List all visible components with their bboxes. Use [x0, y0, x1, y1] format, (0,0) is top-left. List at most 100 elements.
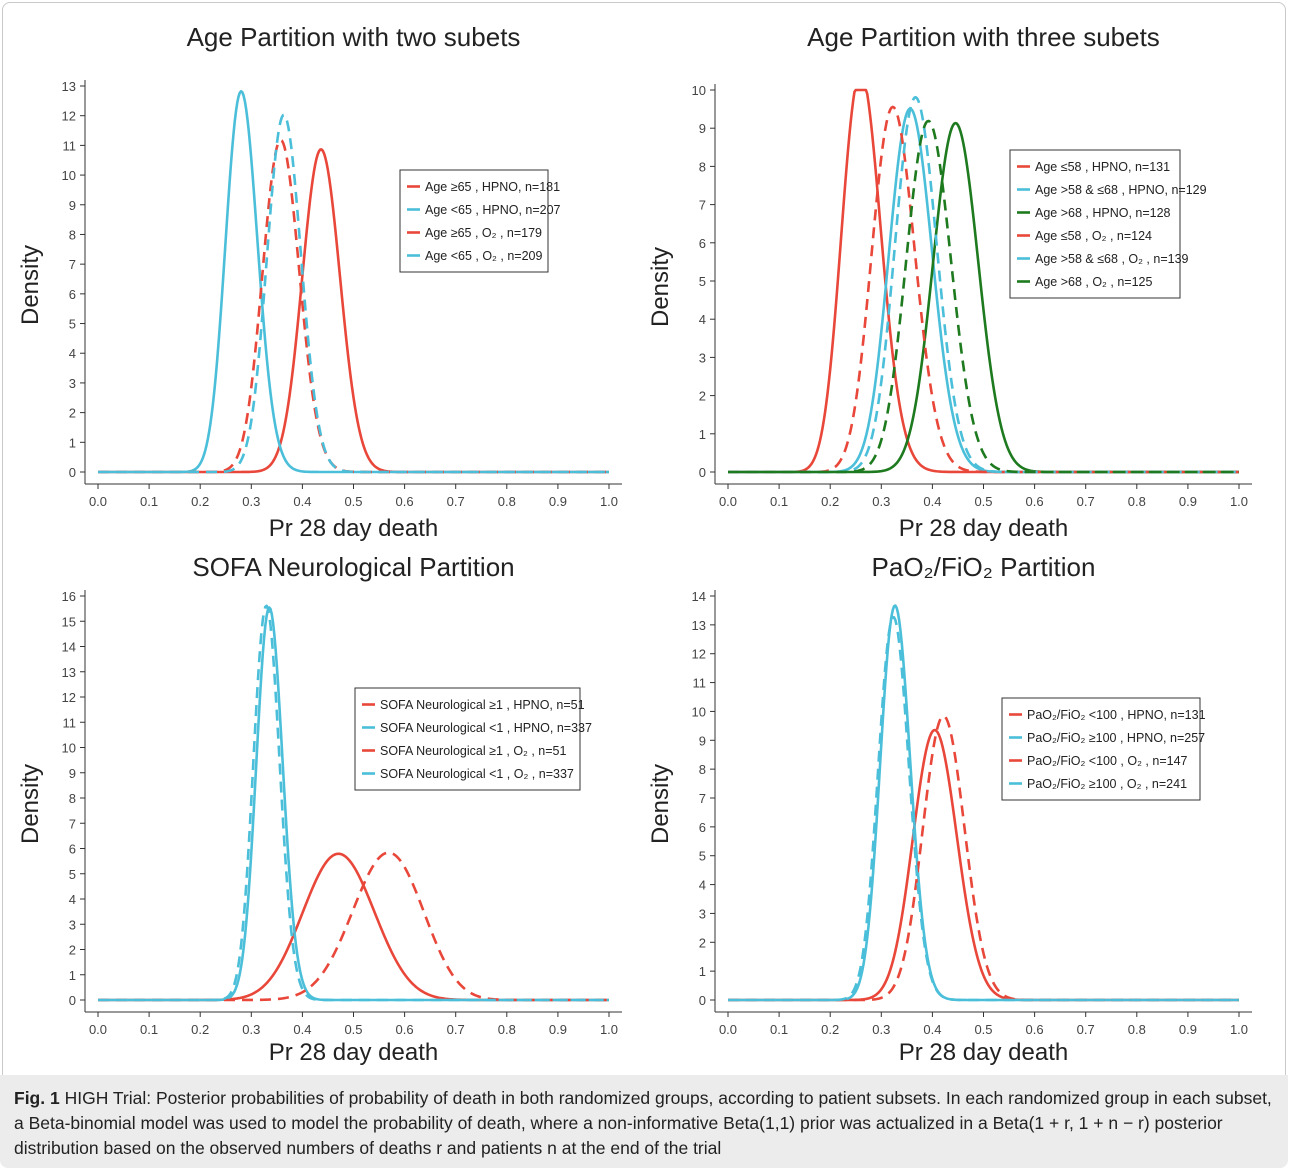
series-line-3	[97, 113, 610, 474]
legend-label: PaO₂/FiO₂ <100 , HPNO, n=131	[1027, 708, 1206, 722]
y-tick-label: 14	[62, 640, 76, 655]
x-tick-label: 1.0	[1230, 1022, 1248, 1037]
x-tick-label: 0.2	[191, 494, 209, 509]
y-tick-label: 13	[62, 79, 76, 94]
chart-title: PaO₂/FiO₂ Partition	[872, 552, 1096, 582]
y-tick-label: 13	[692, 618, 706, 633]
y-tick-label: 10	[692, 83, 706, 98]
series-line-3	[727, 105, 1240, 474]
legend-label: Age >58 & ≤68 , HPNO, n=129	[1035, 183, 1207, 197]
y-tick-label: 9	[69, 766, 76, 781]
y-tick-label: 11	[63, 715, 77, 730]
y-tick-label: 10	[62, 168, 76, 183]
chart-panel-sofa-neuro: SOFA Neurological Partition 0.0 0.1 0.2 0.3 0…	[10, 548, 650, 1073]
x-tick-label: 0.3	[242, 1022, 260, 1037]
chart-svg-sofa-neuro: SOFA Neurological Partition 0.0 0.1 0.2 0.3 0…	[17, 552, 622, 1066]
y-tick-label: 0	[69, 993, 76, 1008]
y-tick-label: 5	[699, 849, 706, 864]
chart-svg-age-three-subsets: Age Partition with three subets 0.0 0.1 0.2…	[647, 22, 1252, 542]
x-tick-label: 0.5	[974, 494, 992, 509]
y-tick-label: 8	[69, 227, 76, 242]
legend-label: SOFA Neurological ≥1 , O₂ , n=51	[380, 744, 567, 758]
y-tick-label: 4	[69, 346, 76, 361]
y-tick-label: 1	[69, 435, 76, 450]
y-axis-label: Density	[647, 247, 674, 327]
x-tick-label: 0.2	[821, 1022, 839, 1037]
x-tick-label: 0.1	[770, 494, 788, 509]
legend-box	[399, 169, 549, 273]
y-tick-label: 10	[62, 741, 76, 756]
y-tick-label: 3	[69, 917, 76, 932]
series-line-5	[727, 119, 1240, 474]
caption-text: HIGH Trial: Posterior probabilities of p…	[14, 1088, 1272, 1158]
y-tick-label: 13	[62, 665, 76, 680]
x-tick-label: 0.0	[89, 494, 107, 509]
series-line-1	[97, 606, 610, 1002]
x-axis-label: Pr 28 day death	[899, 1039, 1068, 1066]
x-tick-label: 0.3	[872, 1022, 890, 1037]
y-axis-label: Density	[17, 245, 44, 325]
chart-panel-age-three-subsets: Age Partition with three subets 0.0 0.1 0.2…	[640, 20, 1280, 565]
y-tick-label: 3	[699, 906, 706, 921]
series-line-1	[97, 89, 610, 474]
y-tick-label: 6	[699, 820, 706, 835]
x-tick-label: 0.1	[140, 1022, 158, 1037]
y-tick-label: 12	[62, 109, 76, 124]
y-tick-label: 6	[699, 236, 706, 251]
x-tick-label: 0.1	[770, 1022, 788, 1037]
y-tick-label: 0	[69, 465, 76, 480]
series-line-2	[97, 851, 610, 1002]
x-tick-label: 0.5	[344, 1022, 362, 1037]
chart-svg-age-two-subsets: Age Partition with two subets 0.0 0.1 0.2 0.…	[17, 22, 622, 542]
y-tick-label: 5	[69, 867, 76, 882]
x-tick-label: 0.6	[1026, 1022, 1044, 1037]
y-tick-label: 0	[699, 993, 706, 1008]
y-axis-label: Density	[17, 764, 44, 844]
x-tick-label: 0.3	[242, 494, 260, 509]
legend-label: Age ≥65 , HPNO, n=181	[425, 180, 560, 194]
y-tick-label: 8	[69, 791, 76, 806]
legend-label: Age ≤58 , HPNO, n=131	[1035, 160, 1170, 174]
figure-label: Fig. 1	[14, 1088, 60, 1108]
y-tick-label: 2	[69, 406, 76, 421]
y-tick-label: 1	[699, 427, 706, 442]
y-tick-label: 15	[62, 614, 76, 629]
x-tick-label: 0.9	[549, 1022, 567, 1037]
x-tick-label: 0.7	[1077, 1022, 1095, 1037]
y-tick-label: 8	[699, 762, 706, 777]
legend: SOFA Neurological ≥1 , HPNO, n=51 SOFA Ne…	[354, 687, 592, 791]
legend-label: PaO₂/FiO₂ <100 , O₂ , n=147	[1027, 754, 1188, 768]
legend-label: SOFA Neurological ≥1 , HPNO, n=51	[380, 698, 585, 712]
x-axis-label: Pr 28 day death	[269, 1039, 438, 1066]
y-tick-label: 9	[699, 121, 706, 136]
y-tick-label: 4	[69, 892, 76, 907]
legend-label: Age ≤58 , O₂ , n=124	[1035, 229, 1152, 243]
x-tick-label: 0.9	[1179, 494, 1197, 509]
x-tick-label: 0.5	[974, 1022, 992, 1037]
x-tick-label: 0.5	[344, 494, 362, 509]
y-tick-label: 4	[699, 312, 706, 327]
x-tick-label: 0.9	[549, 494, 567, 509]
x-tick-label: 0.6	[396, 1022, 414, 1037]
y-tick-label: 2	[699, 389, 706, 404]
chart-title: SOFA Neurological Partition	[192, 552, 514, 582]
legend-box	[354, 687, 581, 791]
caption-box	[0, 1075, 1288, 1168]
x-tick-label: 0.0	[719, 494, 737, 509]
y-tick-label: 3	[699, 350, 706, 365]
y-tick-label: 9	[699, 733, 706, 748]
x-tick-label: 0.6	[396, 494, 414, 509]
legend: Age ≤58 , HPNO, n=131 Age >58 & ≤68 , HPN…	[1009, 149, 1207, 299]
x-tick-label: 0.7	[1077, 494, 1095, 509]
x-tick-label: 0.9	[1179, 1022, 1197, 1037]
x-tick-label: 0.4	[293, 1022, 311, 1037]
chart-panel-pao2-fio2: PaO₂/FiO₂ Partition 0.0 0.1 0.2 0.3 0.4 0.5 0.6…	[640, 548, 1280, 1073]
y-tick-label: 0	[699, 465, 706, 480]
x-tick-label: 1.0	[600, 1022, 618, 1037]
chart-title: Age Partition with three subets	[807, 22, 1160, 52]
chart-title: Age Partition with two subets	[187, 22, 521, 52]
chart-svg-pao2-fio2: PaO₂/FiO₂ Partition 0.0 0.1 0.2 0.3 0.4 0.5 0.6…	[647, 552, 1252, 1066]
legend-label: Age >68 , HPNO, n=128	[1035, 206, 1171, 220]
x-tick-label: 0.8	[498, 1022, 516, 1037]
x-tick-label: 0.7	[447, 494, 465, 509]
